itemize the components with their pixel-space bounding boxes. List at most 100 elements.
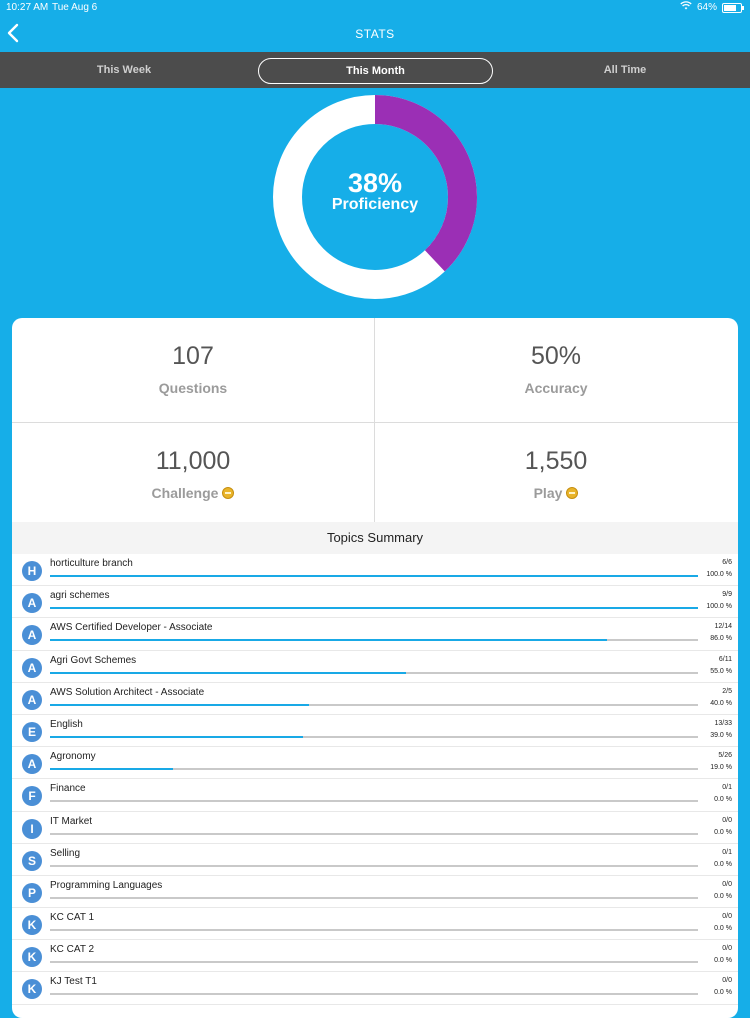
topic-name: IT Market xyxy=(50,815,93,827)
topic-row[interactable]: P Programming Languages 0/0 0.0 % xyxy=(12,876,738,909)
topic-progress-track xyxy=(50,961,698,964)
topic-progress-track xyxy=(50,993,698,996)
challenge-label: Challenge xyxy=(151,485,219,501)
stat-accuracy: 50% Accuracy xyxy=(375,318,737,422)
battery-percent: 64% xyxy=(696,2,717,13)
topic-progress-track xyxy=(50,896,698,899)
topic-progress-track xyxy=(50,864,698,867)
topic-name: Agri Govt Schemes xyxy=(50,654,137,666)
topic-percent: 100.0 % xyxy=(706,603,732,611)
status-bar: 10:27 AM Tue Aug 6 64% xyxy=(0,0,750,16)
topic-name: agri schemes xyxy=(50,590,110,602)
challenge-label-wrap: Challenge xyxy=(12,485,374,501)
topic-progress-track xyxy=(50,607,698,610)
play-value: 1,550 xyxy=(524,447,588,475)
topic-progress-fill xyxy=(50,703,310,706)
stats-card: 107 Questions 50% Accuracy 11,000 Challe… xyxy=(12,318,738,1018)
topic-row[interactable]: E English 13/33 39.0 % xyxy=(12,715,738,748)
proficiency-donut: 38% Proficiency xyxy=(272,94,478,300)
period-tabs: This Week This Month All Time xyxy=(0,52,750,88)
divider xyxy=(12,422,738,423)
topic-avatar: K xyxy=(22,979,42,1000)
coin-icon xyxy=(222,487,235,499)
topic-progress-fill xyxy=(50,768,174,771)
topic-progress-track xyxy=(50,832,698,835)
topic-progress-track xyxy=(50,800,698,803)
topic-avatar: A xyxy=(22,689,42,710)
topic-row[interactable]: S Selling 0/1 0.0 % xyxy=(12,844,738,876)
topic-name: Selling xyxy=(50,847,81,859)
topic-count: 13/33 xyxy=(714,719,732,727)
topic-count: 0/0 xyxy=(722,945,732,953)
topic-name: Programming Languages xyxy=(50,879,163,891)
topic-name: Finance xyxy=(50,783,86,795)
accuracy-label: Accuracy xyxy=(524,380,588,396)
topic-progress-track xyxy=(50,735,698,738)
topic-row[interactable]: A AWS Solution Architect - Associate 2/5 40… xyxy=(12,683,738,715)
topic-avatar: A xyxy=(22,754,42,775)
topic-row[interactable]: K KC CAT 2 0/0 0.0 % xyxy=(12,940,738,973)
topic-progress-track xyxy=(50,575,698,577)
proficiency-percent: 38% xyxy=(347,168,403,198)
status-right: 64% xyxy=(680,0,744,16)
topic-avatar: P xyxy=(22,882,42,903)
topic-count: 0/0 xyxy=(722,880,732,888)
topic-name: English xyxy=(50,718,83,730)
coin-icon xyxy=(566,487,579,499)
stat-play: 1,550 Play xyxy=(375,423,737,527)
topic-percent: 100.0 % xyxy=(706,571,732,578)
battery-icon xyxy=(722,3,744,13)
tab-this-week[interactable]: This Week xyxy=(96,64,152,76)
topic-count: 6/6 xyxy=(722,559,732,566)
topic-name: horticulture branch xyxy=(50,558,133,569)
play-label-wrap: Play xyxy=(375,485,737,501)
stat-questions: 107 Questions xyxy=(12,318,374,422)
topic-row[interactable]: I IT Market 0/0 0.0 % xyxy=(12,812,738,844)
topic-avatar: A xyxy=(22,657,42,678)
donut-fill xyxy=(273,95,477,299)
chevron-left-icon xyxy=(7,23,19,43)
topic-percent: 0.0 % xyxy=(714,892,732,900)
topic-avatar: E xyxy=(22,721,42,742)
topic-row[interactable]: F Finance 0/1 0.0 % xyxy=(12,779,738,812)
topic-avatar: F xyxy=(22,786,42,807)
topic-avatar: H xyxy=(22,561,42,581)
topic-name: KC CAT 1 xyxy=(50,912,95,924)
topics-summary-title: Topics Summary xyxy=(12,522,738,554)
topic-row[interactable]: A AWS Certified Developer - Associate 12/1… xyxy=(12,618,738,651)
topic-count: 0/1 xyxy=(722,848,732,856)
topic-name: KJ Test T1 xyxy=(50,976,97,988)
topic-row[interactable]: A Agri Govt Schemes 6/11 55.0 % xyxy=(12,651,738,683)
topic-percent: 0.0 % xyxy=(714,796,732,804)
topic-percent: 55.0 % xyxy=(710,667,732,675)
topic-name: KC CAT 2 xyxy=(50,944,95,956)
topic-avatar: I xyxy=(22,818,42,839)
topic-progress-track xyxy=(50,639,698,642)
topic-count: 0/0 xyxy=(722,913,732,921)
topic-progress-track xyxy=(50,671,698,674)
accuracy-value: 50% xyxy=(530,342,582,370)
wifi-icon xyxy=(680,0,692,16)
tab-this-month[interactable]: This Month xyxy=(258,58,493,84)
tab-all-time[interactable]: All Time xyxy=(603,64,647,76)
topic-name: AWS Solution Architect - Associate xyxy=(50,686,205,698)
topic-avatar: A xyxy=(22,625,42,646)
topic-row[interactable]: A Agronomy 5/26 19.0 % xyxy=(12,747,738,780)
topic-progress-fill xyxy=(50,607,698,610)
topic-avatar: K xyxy=(22,915,42,936)
questions-value: 107 xyxy=(172,342,214,370)
topic-count: 0/0 xyxy=(722,816,732,824)
topic-percent: 0.0 % xyxy=(714,860,732,868)
questions-label: Questions xyxy=(158,380,228,396)
topic-count: 6/11 xyxy=(718,655,732,663)
back-button[interactable] xyxy=(6,20,30,48)
topic-count: 0/0 xyxy=(722,977,732,985)
topic-percent: 19.0 % xyxy=(710,764,732,772)
topic-row[interactable]: K KC CAT 1 0/0 0.0 % xyxy=(12,908,738,941)
topic-percent: 86.0 % xyxy=(710,635,732,643)
topic-progress-track xyxy=(50,768,698,771)
play-label: Play xyxy=(533,485,563,501)
topic-count: 9/9 xyxy=(722,591,732,599)
